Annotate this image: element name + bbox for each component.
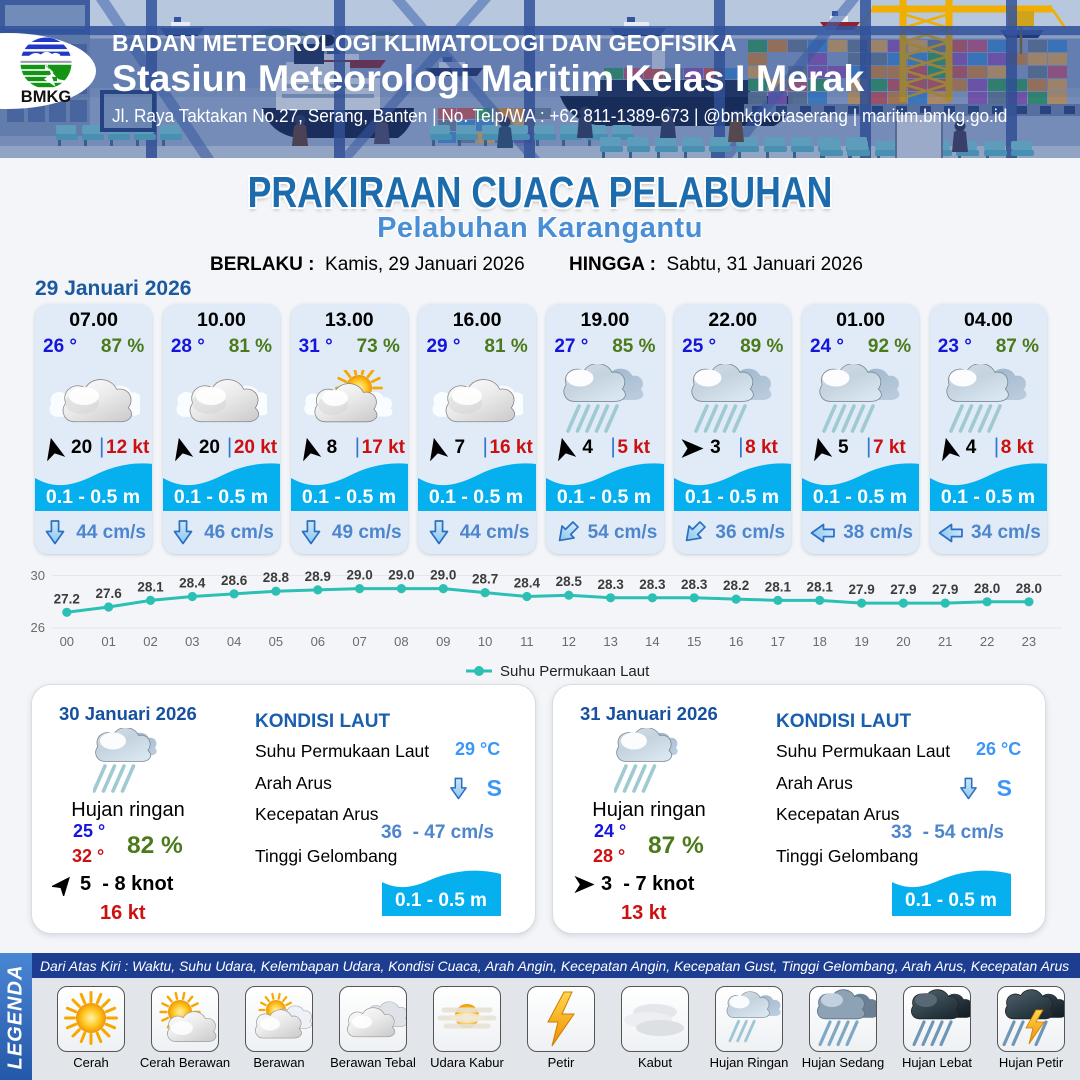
svg-text:28.1: 28.1 (807, 579, 834, 594)
svg-text:0.1 - 0.5 m: 0.1 - 0.5 m (429, 486, 523, 508)
svg-text:13: 13 (603, 634, 617, 649)
svg-text:26: 26 (31, 620, 45, 635)
svg-text:07: 07 (352, 634, 366, 649)
svg-text:28.1: 28.1 (765, 579, 792, 594)
svg-text:0.1 - 0.5 m: 0.1 - 0.5 m (395, 890, 487, 911)
svg-text:Suhu Permukaan Laut: Suhu Permukaan Laut (500, 663, 650, 680)
svg-text:05: 05 (269, 634, 283, 649)
svg-text:0.1 - 0.5 m: 0.1 - 0.5 m (905, 890, 997, 911)
svg-text:0.1 - 0.5 m: 0.1 - 0.5 m (685, 486, 779, 508)
svg-text:09: 09 (436, 634, 450, 649)
svg-text:28.5: 28.5 (556, 574, 583, 589)
svg-text:27.9: 27.9 (890, 582, 916, 597)
svg-text:19: 19 (854, 634, 868, 649)
svg-text:06: 06 (311, 634, 325, 649)
svg-text:15: 15 (687, 634, 701, 649)
svg-text:BMKG: BMKG (21, 88, 71, 106)
svg-text:28.8: 28.8 (263, 570, 290, 585)
svg-text:28.6: 28.6 (221, 573, 248, 588)
svg-text:0.1 - 0.5 m: 0.1 - 0.5 m (302, 486, 396, 508)
svg-text:27.6: 27.6 (95, 586, 122, 601)
svg-text:04: 04 (227, 634, 241, 649)
svg-text:00: 00 (60, 634, 74, 649)
svg-text:27.9: 27.9 (848, 582, 874, 597)
svg-text:20: 20 (896, 634, 910, 649)
svg-text:02: 02 (143, 634, 157, 649)
svg-text:28.3: 28.3 (639, 577, 666, 592)
svg-text:10: 10 (478, 634, 492, 649)
svg-text:0.1 - 0.5 m: 0.1 - 0.5 m (557, 486, 651, 508)
svg-text:0.1 - 0.5 m: 0.1 - 0.5 m (174, 486, 268, 508)
svg-text:27.2: 27.2 (54, 591, 80, 606)
svg-text:11: 11 (520, 634, 534, 649)
svg-text:28.7: 28.7 (472, 572, 498, 587)
svg-text:27.9: 27.9 (932, 582, 958, 597)
svg-text:28.2: 28.2 (723, 578, 749, 593)
svg-text:0.1 - 0.5 m: 0.1 - 0.5 m (813, 486, 907, 508)
svg-text:29.0: 29.0 (346, 568, 372, 583)
svg-text:18: 18 (812, 634, 826, 649)
svg-text:30: 30 (31, 568, 45, 583)
svg-text:16: 16 (729, 634, 743, 649)
svg-text:0.1 - 0.5 m: 0.1 - 0.5 m (941, 486, 1035, 508)
svg-text:28.1: 28.1 (137, 579, 164, 594)
svg-text:28.3: 28.3 (681, 577, 708, 592)
svg-text:14: 14 (645, 634, 659, 649)
svg-text:22: 22 (980, 634, 994, 649)
svg-text:28.0: 28.0 (1016, 581, 1042, 596)
svg-text:28.4: 28.4 (179, 576, 206, 591)
svg-text:28.3: 28.3 (597, 577, 624, 592)
svg-text:29.0: 29.0 (430, 568, 456, 583)
svg-text:29.0: 29.0 (388, 568, 414, 583)
svg-text:21: 21 (938, 634, 952, 649)
svg-text:17: 17 (771, 634, 785, 649)
svg-text:12: 12 (562, 634, 576, 649)
svg-text:28.4: 28.4 (514, 576, 541, 591)
svg-text:01: 01 (101, 634, 115, 649)
svg-text:0.1 - 0.5 m: 0.1 - 0.5 m (46, 486, 140, 508)
svg-text:23: 23 (1022, 634, 1036, 649)
svg-text:28.9: 28.9 (305, 569, 331, 584)
svg-text:08: 08 (394, 634, 408, 649)
svg-text:28.0: 28.0 (974, 581, 1000, 596)
svg-text:03: 03 (185, 634, 199, 649)
